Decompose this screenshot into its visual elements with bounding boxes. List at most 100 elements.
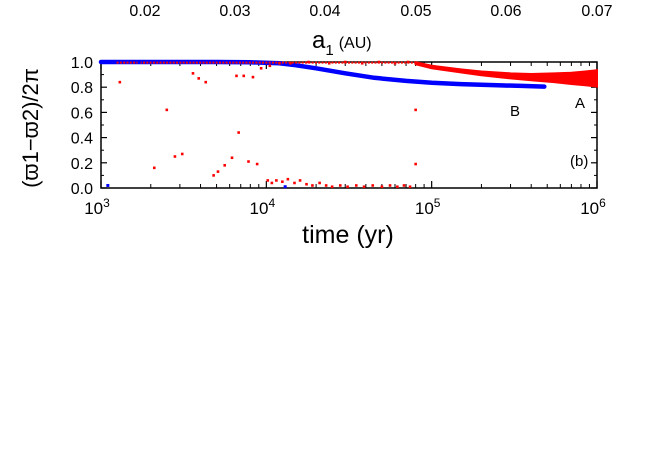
- series-a-point: [179, 61, 182, 64]
- series-a-point: [289, 61, 292, 65]
- series-a-point: [414, 108, 417, 112]
- series-a-point: [271, 61, 274, 64]
- series-a-point: [360, 61, 364, 65]
- series-a-point: [265, 61, 268, 64]
- series-a-point: [281, 61, 284, 64]
- series-a-point: [152, 166, 156, 170]
- y-tick-label: 0.8: [71, 80, 93, 97]
- series-a-band-layer: [414, 61, 598, 88]
- x-tick-label: 105: [415, 196, 441, 218]
- series-a-point: [262, 61, 265, 64]
- series-a-point: [189, 61, 192, 64]
- x-tick-label: 104: [250, 196, 276, 218]
- x-tick-label: 103: [84, 196, 110, 218]
- series-a-point: [162, 61, 165, 64]
- series-a-point: [176, 61, 179, 64]
- series-a-point: [219, 61, 222, 64]
- series-a-point: [169, 61, 172, 64]
- series-a-point: [202, 61, 205, 64]
- scatter-points-layer: [106, 60, 417, 189]
- axis-ticks: [100, 61, 598, 189]
- series-a-point: [275, 61, 278, 64]
- series-a-point: [235, 61, 238, 64]
- top-tick-label: 0.06: [490, 3, 521, 20]
- series-a-point: [212, 61, 215, 64]
- series-a-point: [266, 179, 270, 182]
- series-a-point: [185, 61, 188, 64]
- series-a-point: [357, 61, 360, 64]
- series-a-point: [142, 61, 145, 64]
- series-a-point: [242, 74, 246, 78]
- series-a-point: [268, 61, 271, 64]
- series-a-point: [180, 152, 184, 156]
- series-a-point: [404, 61, 407, 64]
- series-a-point: [166, 61, 169, 64]
- series-a-point: [223, 164, 227, 167]
- series-a-point: [298, 61, 301, 64]
- y-tick-label: 0.0: [71, 181, 93, 198]
- series-a-point: [293, 181, 296, 185]
- series-a-point: [215, 61, 218, 64]
- series-a-point: [371, 184, 375, 187]
- series-a-point: [242, 61, 245, 64]
- series-a-point: [330, 185, 334, 189]
- series-a-point: [362, 185, 366, 189]
- series-a-point: [381, 61, 384, 64]
- series-b-point: [283, 185, 287, 189]
- series-a-point: [406, 60, 410, 64]
- series-a-point: [149, 61, 152, 64]
- series-a-point: [238, 61, 241, 64]
- series-a-point: [255, 61, 258, 64]
- series-a-point: [159, 61, 162, 64]
- series-a-point: [222, 61, 225, 64]
- series-a-point: [311, 184, 314, 187]
- series-a-point: [396, 185, 399, 189]
- series-a-point: [251, 75, 255, 79]
- series-a-point: [123, 61, 126, 64]
- series-a-point: [278, 61, 281, 65]
- series-a-point: [195, 61, 198, 64]
- series-a-point: [248, 61, 251, 64]
- top-tick-label: 0.05: [400, 3, 431, 20]
- series-a-point: [408, 185, 412, 189]
- series-a-point: [197, 77, 201, 80]
- series-a-point: [209, 61, 212, 64]
- series-a-point: [371, 61, 374, 64]
- series-a-point: [338, 61, 341, 64]
- series-a-point: [334, 61, 337, 64]
- series-a-point: [172, 61, 175, 64]
- series-a-point: [228, 61, 231, 64]
- series-a-point: [199, 61, 202, 64]
- series-a-point: [182, 61, 185, 64]
- x-axis-label: time (yr): [302, 221, 394, 249]
- series-a-point: [230, 156, 234, 160]
- series-a-point: [377, 60, 381, 64]
- series-a-point: [367, 61, 370, 64]
- series-a-point: [338, 184, 342, 187]
- series-a-point: [321, 61, 324, 64]
- series-a-point: [139, 61, 142, 64]
- series-a-point: [388, 184, 392, 187]
- series-a-point: [305, 182, 308, 186]
- series-a-point: [414, 61, 417, 64]
- top-tick-label: 0.03: [219, 3, 250, 20]
- series-a-point: [374, 61, 377, 64]
- series-a-point: [225, 61, 228, 64]
- series-a-point: [235, 74, 238, 78]
- series-a-point: [286, 177, 290, 181]
- series-a-point: [400, 61, 403, 64]
- y-tick-label: 0.4: [71, 131, 93, 148]
- series-a-point: [116, 61, 119, 64]
- y-tick-label: 0.6: [71, 105, 93, 122]
- series-a-point: [285, 61, 288, 64]
- series-a-point: [245, 61, 248, 64]
- top-axis: 0.02 0.03 0.04 0.05 0.06 0.07 a1 (AU): [129, 3, 612, 59]
- series-a-point: [268, 64, 272, 68]
- series-a-point: [311, 61, 314, 64]
- series-a-point: [173, 155, 177, 158]
- top-axis-label: a1 (AU): [312, 27, 372, 59]
- series-a-point: [281, 180, 284, 183]
- top-tick-label: 0.02: [129, 3, 160, 20]
- series-a-point: [348, 61, 350, 64]
